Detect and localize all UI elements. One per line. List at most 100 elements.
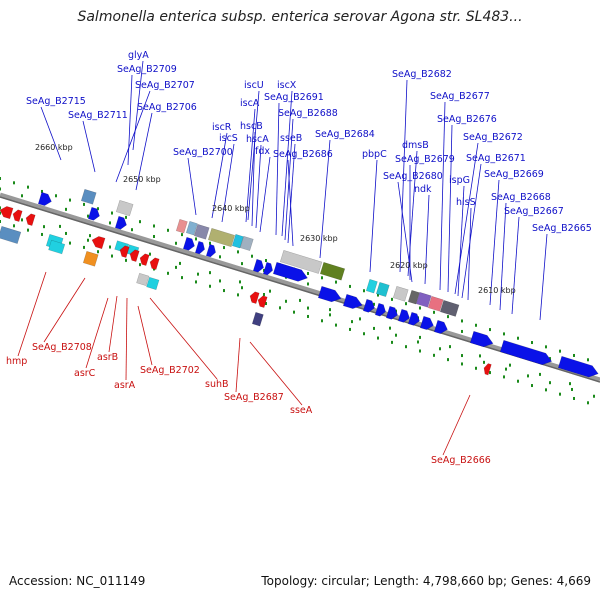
gene-block xyxy=(375,281,390,297)
accession-text: Accession: NC_011149 xyxy=(9,574,146,588)
reverse-gene-arrow xyxy=(25,213,36,226)
gene-label-seag-b2668[interactable]: SeAg_B2668 xyxy=(491,192,551,203)
forward-label-leader xyxy=(287,143,296,244)
forward-gene-arrow xyxy=(397,308,410,323)
forward-label-leader xyxy=(281,90,293,237)
gene-label-seag-b2669[interactable]: SeAg_B2669 xyxy=(484,169,544,180)
gene-label-seag-b2687[interactable]: SeAg_B2687 xyxy=(224,392,284,403)
reverse-gene-arrow xyxy=(91,236,106,250)
gene-label-sseb[interactable]: sseB xyxy=(280,133,302,144)
gene-block xyxy=(279,249,323,274)
forward-label-leader xyxy=(247,90,260,221)
gene-label-seag-b2688[interactable]: SeAg_B2688 xyxy=(278,108,338,119)
gene-block xyxy=(365,278,378,294)
forward-label-leader xyxy=(245,108,256,223)
kbp-tick-label: 2620 kbp xyxy=(390,261,428,270)
gene-label-iscx[interactable]: iscX xyxy=(277,80,297,91)
forward-gene-arrow xyxy=(433,319,448,334)
forward-label-leader xyxy=(511,216,520,315)
gene-block xyxy=(415,291,432,308)
gene-label-seag-b2677[interactable]: SeAg_B2677 xyxy=(430,91,490,102)
gene-label-seag-b2686[interactable]: SeAg_B2686 xyxy=(273,149,333,160)
gene-label-ndk[interactable]: ndk xyxy=(414,184,432,195)
gene-label-ssea[interactable]: sseA xyxy=(290,405,313,416)
forward-gene-arrow xyxy=(407,311,420,326)
forward-label-leader xyxy=(454,142,479,295)
gene-label-seag-b2691[interactable]: SeAg_B2691 xyxy=(264,92,324,103)
forward-label-leader xyxy=(82,120,96,173)
reverse-label-leader xyxy=(442,394,471,456)
gene-label-seag-b2665[interactable]: SeAg_B2665 xyxy=(532,223,592,234)
gene-label-ispg[interactable]: ispG xyxy=(449,175,470,186)
gene-label-iscr[interactable]: iscR xyxy=(212,122,232,133)
gene-label-asra[interactable]: asrA xyxy=(114,380,136,391)
reverse-gene-arrow xyxy=(149,257,160,270)
forward-gene-arrow xyxy=(205,243,216,258)
forward-gene-arrow xyxy=(557,355,599,378)
forward-gene-arrow xyxy=(114,215,127,230)
reverse-label-leader xyxy=(149,297,218,380)
genome-backbone xyxy=(0,192,600,383)
forward-label-leader xyxy=(259,156,271,233)
gene-block xyxy=(146,276,160,291)
tick-marks: 2660 kbp 2650 kbp 2640 kbp 2630 kbp 2620 kbp… xyxy=(0,143,595,405)
gene-label-asrb[interactable]: asrB xyxy=(97,352,118,363)
forward-label-leader xyxy=(287,159,294,247)
gene-label-hsca[interactable]: hscA xyxy=(246,134,269,145)
gene-label-suhb[interactable]: suhB xyxy=(205,379,229,390)
forward-gene-arrow xyxy=(87,206,100,221)
topology-summary: Topology: circular; Length: 4,798,660 bp… xyxy=(261,574,591,588)
forward-label-leader xyxy=(447,124,453,293)
forward-gene-arrow xyxy=(194,240,205,255)
forward-label-leader xyxy=(439,101,446,291)
gene-label-hscb[interactable]: hscB xyxy=(240,121,263,132)
gene-label-seag-b2672[interactable]: SeAg_B2672 xyxy=(463,132,523,143)
gene-label-iscs[interactable]: iscS xyxy=(219,133,238,144)
gene-label-seag-b2715[interactable]: SeAg_B2715 xyxy=(26,96,86,107)
gene-label-asrc[interactable]: asrC xyxy=(74,368,96,379)
gene-label-isca[interactable]: iscA xyxy=(240,98,260,109)
forward-label-leader xyxy=(424,194,430,285)
gene-label-seag-b2667[interactable]: SeAg_B2667 xyxy=(504,206,564,217)
gene-label-iscu[interactable]: iscU xyxy=(244,80,264,91)
gene-block xyxy=(407,289,420,305)
gene-label-dmsb[interactable]: dmsB xyxy=(402,140,429,151)
gene-label-seag-b2680[interactable]: SeAg_B2680 xyxy=(383,171,443,182)
gene-label-seag-b2709[interactable]: SeAg_B2709 xyxy=(117,64,177,75)
reverse-label-leader xyxy=(17,271,47,357)
forward-gene-arrow xyxy=(272,261,308,282)
genome-backbone-shadow xyxy=(0,196,600,383)
gene-label-seag-b2671[interactable]: SeAg_B2671 xyxy=(466,153,526,164)
gene-label-seag-b2666[interactable]: SeAg_B2666 xyxy=(431,455,491,466)
gene-label-seag-b2682[interactable]: SeAg_B2682 xyxy=(392,69,452,80)
gene-labels: SeAg_B2715 SeAg_B2711 glyA SeAg_B2709 SeAg_B… xyxy=(6,50,592,466)
kbp-tick-label: 2630 kbp xyxy=(300,234,338,243)
forward-gene-arrow xyxy=(374,302,386,317)
gene-block xyxy=(185,220,198,236)
gene-label-hiss[interactable]: hisS xyxy=(456,197,476,208)
gene-label-glya[interactable]: glyA xyxy=(128,50,149,61)
forward-gene-arrow xyxy=(362,298,375,313)
forward-label-leader xyxy=(399,79,408,273)
gene-block xyxy=(80,188,97,205)
gene-block xyxy=(439,299,460,317)
gene-label-seag-b2708[interactable]: SeAg_B2708 xyxy=(32,342,92,353)
gene-label-seag-b2679[interactable]: SeAg_B2679 xyxy=(395,154,455,165)
gene-label-seag-b2702[interactable]: SeAg_B2702 xyxy=(140,365,200,376)
forward-label-leader xyxy=(539,233,548,321)
gene-label-hmp[interactable]: hmp xyxy=(6,356,27,367)
forward-label-leader xyxy=(127,74,133,166)
forward-label-leader xyxy=(211,132,228,219)
gene-label-seag-b2676[interactable]: SeAg_B2676 xyxy=(437,114,497,125)
gene-label-fdx[interactable]: fdx xyxy=(255,146,270,157)
forward-label-leader xyxy=(457,185,465,297)
gene-label-seag-b2707[interactable]: SeAg_B2707 xyxy=(135,80,195,91)
gene-label-seag-b2711[interactable]: SeAg_B2711 xyxy=(68,110,128,121)
reverse-gene-arrow xyxy=(483,363,492,376)
gene-label-seag-b2700[interactable]: SeAg_B2700 xyxy=(173,147,233,158)
gene-label-pbpc[interactable]: pbpC xyxy=(362,149,387,160)
gene-label-seag-b2684[interactable]: SeAg_B2684 xyxy=(315,129,375,140)
gene-features xyxy=(0,188,599,378)
gene-block xyxy=(0,225,22,244)
gene-label-seag-b2706[interactable]: SeAg_B2706 xyxy=(137,102,197,113)
